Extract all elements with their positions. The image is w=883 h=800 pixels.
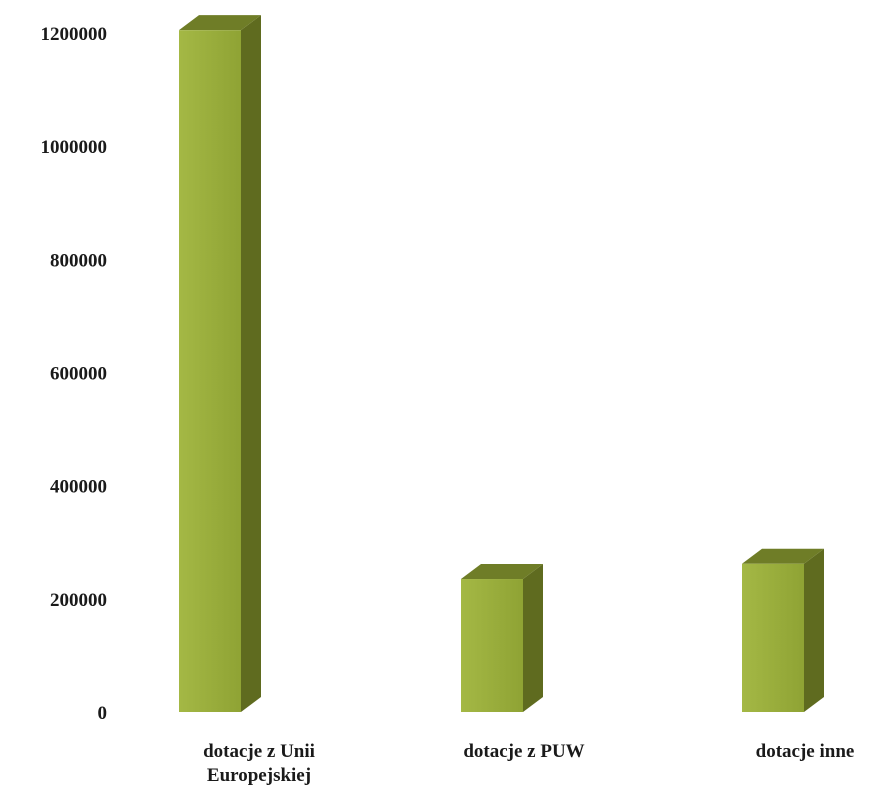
bar-front-face <box>742 563 804 712</box>
x-category-label-line: dotacje inne <box>756 741 855 762</box>
bars <box>179 15 824 712</box>
y-tick-label: 0 <box>98 703 108 724</box>
bar-side-face <box>804 548 824 712</box>
bar-front-face <box>461 579 523 712</box>
y-tick-label: 1200000 <box>41 24 108 45</box>
x-category-label: dotacje z Unii Europejskiej <box>203 741 315 786</box>
bar <box>179 15 261 712</box>
bar-top-face <box>742 548 824 564</box>
y-axis-ticks: 0 200000 400000 600000 800000 1000000 1200000 <box>41 24 108 724</box>
x-category-label: dotacje z PUW <box>463 741 584 762</box>
x-category-label-line: dotacje z Unii <box>203 741 315 762</box>
bar <box>461 564 543 712</box>
x-axis-labels: dotacje z Unii Europejskiej dotacje z PUW d… <box>203 741 854 786</box>
bar-top-face <box>179 15 261 31</box>
bar <box>742 548 824 712</box>
y-tick-label: 400000 <box>50 477 107 498</box>
y-tick-label: 200000 <box>50 590 107 611</box>
y-tick-label: 1000000 <box>41 137 108 158</box>
x-category-label-line: dotacje z PUW <box>463 741 584 762</box>
bar-side-face <box>523 564 543 712</box>
y-tick-label: 800000 <box>50 250 107 271</box>
x-category-label-line: Europejskiej <box>207 765 311 786</box>
bar-side-face <box>241 15 261 712</box>
bar-front-face <box>179 30 241 712</box>
bar-top-face <box>461 564 543 580</box>
x-category-label: dotacje inne <box>756 741 855 762</box>
y-tick-label: 600000 <box>50 364 107 385</box>
